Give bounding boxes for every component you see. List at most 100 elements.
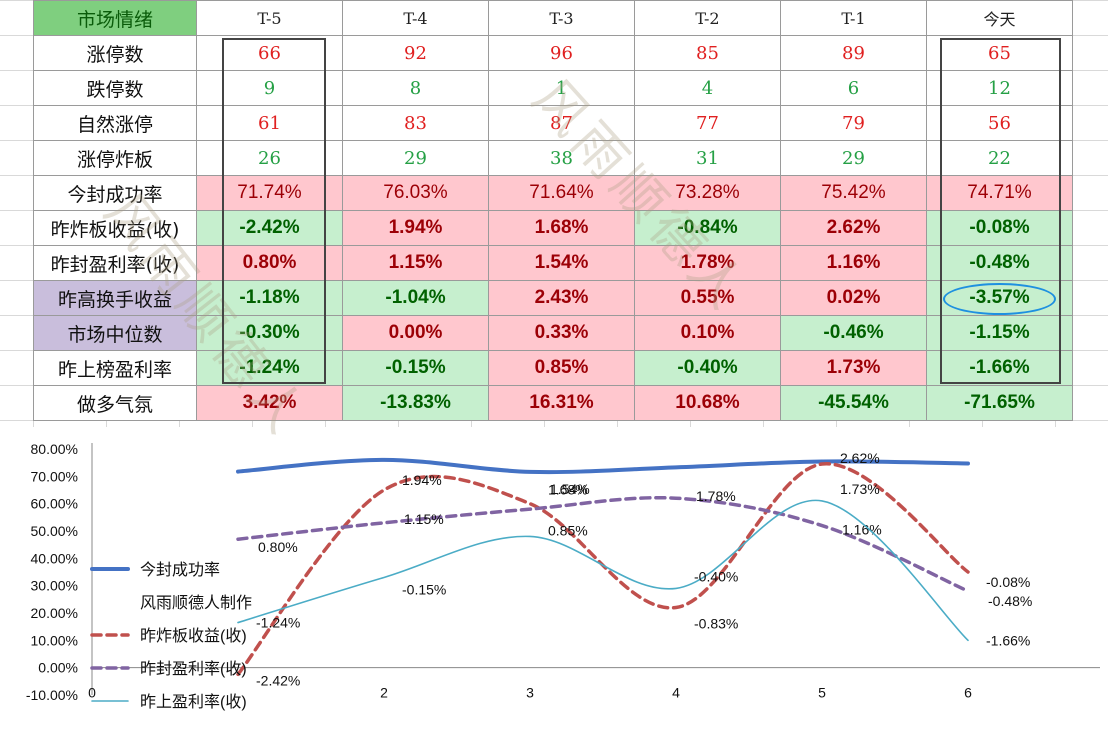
percent-cell[interactable]: 0.33%: [488, 315, 635, 351]
data-label: -2.42%: [256, 672, 300, 688]
percent-cell[interactable]: -0.40%: [634, 350, 781, 386]
y-tick-label: 0.00%: [38, 660, 78, 676]
percent-cell[interactable]: -0.84%: [634, 210, 781, 246]
percent-cell[interactable]: -0.08%: [926, 210, 1073, 246]
percent-cell[interactable]: 0.85%: [488, 350, 635, 386]
day-header-5: 今天: [926, 0, 1073, 36]
count-cell[interactable]: 96: [488, 35, 635, 71]
day-header-4: T-1: [780, 0, 927, 36]
percent-cell[interactable]: 1.16%: [780, 245, 927, 281]
percent-cell[interactable]: 74.71%: [926, 175, 1073, 211]
count-cell[interactable]: 66: [196, 35, 343, 71]
row-label: 自然涨停: [33, 105, 197, 141]
percent-cell[interactable]: -45.54%: [780, 385, 927, 421]
count-cell[interactable]: 77: [634, 105, 781, 141]
row-label: 昨上榜盈利率: [33, 350, 197, 386]
percent-cell[interactable]: 1.15%: [342, 245, 489, 281]
legend-entry-0: 今封成功率: [140, 561, 220, 579]
percent-cell[interactable]: 1.94%: [342, 210, 489, 246]
data-label: 1.94%: [402, 472, 442, 488]
data-label: -0.15%: [402, 581, 446, 597]
count-cell[interactable]: 31: [634, 140, 781, 176]
count-cell[interactable]: 6: [780, 70, 927, 106]
count-cell[interactable]: 22: [926, 140, 1073, 176]
percent-cell[interactable]: -71.65%: [926, 385, 1073, 421]
data-label: -0.83%: [694, 616, 738, 632]
percent-cell[interactable]: -0.30%: [196, 315, 343, 351]
percent-cell[interactable]: -3.57%: [926, 280, 1073, 316]
percent-cell[interactable]: 0.10%: [634, 315, 781, 351]
row-label: 涨停数: [33, 35, 197, 71]
x-tick-label: 4: [672, 685, 680, 701]
legend-entry-1: 风雨顺德人制作: [140, 594, 252, 612]
percent-cell[interactable]: 2.62%: [780, 210, 927, 246]
percent-cell[interactable]: 10.68%: [634, 385, 781, 421]
percent-cell[interactable]: -1.04%: [342, 280, 489, 316]
percent-row: 昨高换手收益 -1.18% -1.04% 2.43% 0.55% 0.02% -3.57%: [33, 280, 1073, 316]
count-cell[interactable]: 4: [634, 70, 781, 106]
percent-cell[interactable]: 3.42%: [196, 385, 343, 421]
count-cell[interactable]: 85: [634, 35, 781, 71]
y-tick-label: 40.00%: [31, 550, 78, 566]
percent-cell[interactable]: 0.02%: [780, 280, 927, 316]
count-cell[interactable]: 83: [342, 105, 489, 141]
percent-row: 做多气氛 3.42% -13.83% 16.31% 10.68% -45.54% -71.6…: [33, 385, 1073, 421]
percent-cell[interactable]: 71.74%: [196, 175, 343, 211]
count-cell[interactable]: 29: [780, 140, 927, 176]
y-tick-label: 20.00%: [31, 605, 78, 621]
percent-cell[interactable]: -1.66%: [926, 350, 1073, 386]
count-cell[interactable]: 79: [780, 105, 927, 141]
percent-cell[interactable]: -1.15%: [926, 315, 1073, 351]
x-tick-label: 5: [818, 685, 826, 701]
legend-entry-3: 昨封盈利率(收): [140, 660, 247, 678]
day-header-0: T-5: [196, 0, 343, 36]
data-label: -0.08%: [986, 574, 1030, 590]
count-cell[interactable]: 89: [780, 35, 927, 71]
count-cell[interactable]: 92: [342, 35, 489, 71]
count-cell[interactable]: 38: [488, 140, 635, 176]
count-cell[interactable]: 29: [342, 140, 489, 176]
percent-cell[interactable]: -2.42%: [196, 210, 343, 246]
percent-cell[interactable]: -0.15%: [342, 350, 489, 386]
row-label: 跌停数: [33, 70, 197, 106]
legend-entry-2: 昨炸板收益(收): [140, 627, 247, 645]
count-cell[interactable]: 87: [488, 105, 635, 141]
percent-cell[interactable]: -1.18%: [196, 280, 343, 316]
row-label: 市场中位数: [33, 315, 197, 351]
percent-cell[interactable]: -13.83%: [342, 385, 489, 421]
count-cell[interactable]: 56: [926, 105, 1073, 141]
row-label: 今封成功率: [33, 175, 197, 211]
data-label: 0.80%: [258, 539, 298, 555]
series-line-3: [237, 499, 969, 642]
percent-cell[interactable]: -0.48%: [926, 245, 1073, 281]
day-header-1: T-4: [342, 0, 489, 36]
count-cell[interactable]: 12: [926, 70, 1073, 106]
percent-cell[interactable]: 0.80%: [196, 245, 343, 281]
count-cell[interactable]: 9: [196, 70, 343, 106]
day-header-3: T-2: [634, 0, 781, 36]
percent-cell[interactable]: 1.73%: [780, 350, 927, 386]
percent-cell[interactable]: 73.28%: [634, 175, 781, 211]
count-cell[interactable]: 1: [488, 70, 635, 106]
percent-cell[interactable]: 76.03%: [342, 175, 489, 211]
count-cell[interactable]: 26: [196, 140, 343, 176]
percent-cell[interactable]: 16.31%: [488, 385, 635, 421]
row-label: 昨高换手收益: [33, 280, 197, 316]
percent-cell[interactable]: 1.68%: [488, 210, 635, 246]
percent-cell[interactable]: 0.00%: [342, 315, 489, 351]
y-tick-label: 50.00%: [31, 523, 78, 539]
percent-cell[interactable]: 0.55%: [634, 280, 781, 316]
count-cell[interactable]: 65: [926, 35, 1073, 71]
percent-cell[interactable]: -0.46%: [780, 315, 927, 351]
series-line-1: [236, 462, 970, 677]
percent-cell[interactable]: -1.24%: [196, 350, 343, 386]
count-cell[interactable]: 61: [196, 105, 343, 141]
percent-cell[interactable]: 75.42%: [780, 175, 927, 211]
count-cell[interactable]: 8: [342, 70, 489, 106]
percent-cell[interactable]: 1.54%: [488, 245, 635, 281]
percent-cell[interactable]: 2.43%: [488, 280, 635, 316]
data-label: -0.40%: [694, 568, 738, 584]
series-line-0: [236, 457, 970, 475]
percent-cell[interactable]: 71.64%: [488, 175, 635, 211]
percent-cell[interactable]: 1.78%: [634, 245, 781, 281]
